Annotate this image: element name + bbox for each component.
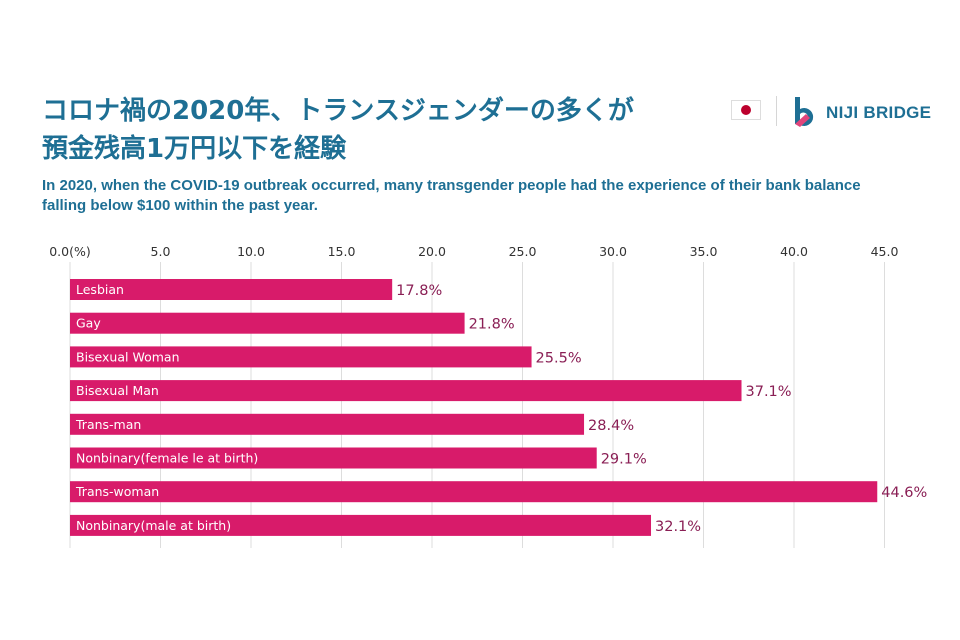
bar: [70, 413, 585, 435]
value-label: 44.6%: [881, 485, 927, 501]
x-tick-label: 30.0: [599, 244, 627, 259]
bar: [70, 279, 393, 300]
value-label: 25.5%: [536, 350, 582, 366]
value-label: 28.4%: [588, 418, 634, 434]
niji-bridge-logo-icon: [795, 97, 814, 127]
category-label: Nonbinary(female le at birth): [76, 451, 258, 466]
bar: [70, 312, 465, 334]
chart-title-line-2: 預金残高1万円以下を経験: [42, 134, 347, 164]
value-label: 21.8%: [469, 317, 515, 333]
japan-flag-icon: [731, 100, 761, 120]
category-label: Lesbian: [76, 282, 124, 297]
bar: [70, 380, 742, 402]
x-tick-label: 20.0: [418, 244, 446, 259]
value-label: 37.1%: [746, 384, 792, 400]
value-label: 29.1%: [601, 452, 647, 468]
logo-text: NIJI BRIDGE: [826, 103, 932, 122]
category-label: Bisexual Man: [76, 383, 159, 398]
x-tick-label: 10.0: [237, 244, 265, 259]
category-label: Trans-man: [75, 417, 141, 432]
x-tick-label: 40.0: [780, 244, 808, 259]
tick-labels: 0.0(%) 5.0 10.0 15.0 20.0 25.0 30.0 35.0 40.0 45.…: [49, 244, 898, 259]
bar: [70, 514, 652, 536]
grid-lines: [69, 262, 885, 548]
bars: Lesbian 17.8% Gay 21.8% Bisexual Woman 25.5% B…: [70, 279, 927, 536]
category-label: Bisexual Woman: [76, 349, 180, 364]
x-tick-label: 25.0: [509, 244, 537, 259]
x-tick-label: 0.0(%): [49, 244, 91, 259]
bar: [70, 346, 532, 368]
chart-title-line-1: コロナ禍の2020年、トランスジェンダーの多くが: [42, 96, 634, 126]
x-tick-label: 45.0: [871, 244, 899, 259]
x-tick-label: 35.0: [690, 244, 718, 259]
category-label: Nonbinary(male at birth): [76, 518, 231, 533]
x-tick-label: 5.0: [151, 244, 171, 259]
logo-divider: [776, 96, 777, 126]
x-tick-label: 15.0: [328, 244, 356, 259]
chart-title: コロナ禍の2020年、トランスジェンダーの多くが 預金残高1万円以下を経験: [42, 92, 722, 168]
category-label: Gay: [76, 316, 101, 331]
value-label: 32.1%: [655, 519, 701, 535]
value-label: 17.8%: [396, 283, 442, 299]
bar: [70, 447, 597, 469]
bar: [70, 481, 878, 503]
category-label: Trans-woman: [75, 484, 159, 499]
chart-subtitle: In 2020, when the COVID-19 outbreak occu…: [42, 177, 861, 214]
